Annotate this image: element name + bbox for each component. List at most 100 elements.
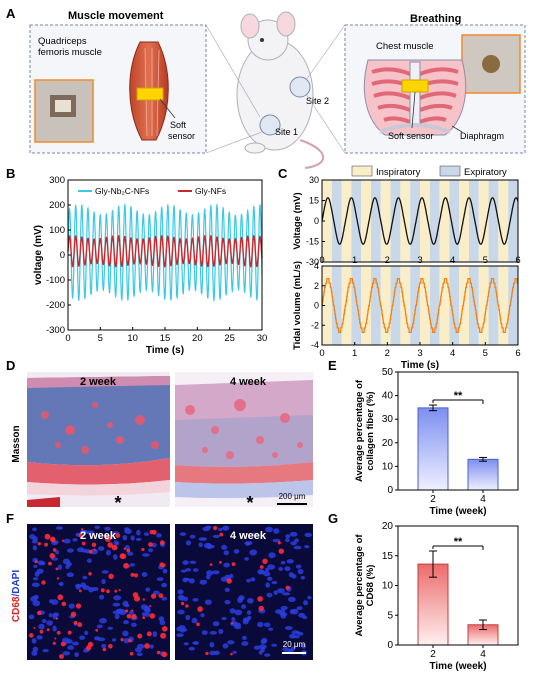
dapi-nucleus (74, 652, 79, 658)
dapi-nucleus (289, 634, 297, 639)
y-tick-label-c-top: 0 (314, 216, 319, 226)
cd68-signal (37, 542, 41, 546)
dapi-nucleus (280, 561, 286, 565)
cd68-signal (144, 643, 151, 649)
dapi-nucleus (303, 600, 309, 606)
dapi-nucleus (307, 595, 312, 600)
breathing-title: Breathing (410, 13, 461, 25)
dapi-nucleus (136, 529, 141, 536)
dapi-nucleus (114, 613, 120, 620)
dapi-nucleus (257, 569, 265, 575)
x-tick-label: 2 (430, 494, 436, 505)
dapi-nucleus (205, 525, 212, 529)
dapi-nucleus (250, 577, 256, 582)
y-tick-label-b: -100 (46, 275, 65, 286)
cd68-signal (119, 553, 126, 559)
x-tick-label-c: 5 (483, 348, 488, 359)
scale-bar-f-label: 20 μm (283, 640, 306, 649)
cd68-signal (132, 592, 139, 598)
dapi-nucleus (284, 626, 293, 630)
dapi-nucleus (179, 628, 185, 633)
cd68-signal (258, 605, 264, 612)
dapi-nucleus (31, 650, 38, 656)
dapi-nucleus (140, 604, 148, 610)
cd68-signal (55, 567, 59, 571)
phase-band-bottom (390, 266, 401, 345)
panel-e: E 2 4 ** 0 10 20 30 40 50 Time (week) Average perc… (328, 358, 519, 517)
dapi-nucleus (42, 649, 49, 653)
dapi-nucleus (289, 531, 298, 537)
cd68-signal (156, 650, 161, 655)
dapi-nucleus (112, 638, 117, 642)
chest-muscle-label: Chest muscle (376, 41, 434, 52)
cd68-signal (93, 548, 96, 551)
site-1-label: Site 1 (275, 127, 298, 137)
legend-swatch-c (439, 165, 461, 177)
dapi-nucleus (260, 639, 267, 645)
panel-letter-d: D (6, 358, 15, 373)
dapi-nucleus (122, 630, 129, 637)
y-tick-label-c-top: 30 (309, 175, 319, 185)
cd68-signal (259, 565, 264, 569)
cd68-signal (77, 622, 83, 628)
phase-band-top (488, 180, 499, 262)
dapi-nucleus (271, 580, 278, 585)
dapi-nucleus (223, 550, 229, 556)
dapi-nucleus (304, 532, 313, 538)
dapi-nucleus (104, 526, 111, 531)
dapi-nucleus (198, 542, 203, 547)
legend-swatch-c (351, 165, 373, 177)
dapi-nucleus (289, 609, 295, 615)
dapi-nucleus (57, 564, 63, 570)
y-tick-label: 0 (387, 485, 393, 496)
y-tick-label: 0 (387, 640, 393, 651)
dapi-nucleus (188, 646, 195, 651)
y-axis-label-line1: Average percentage of (354, 534, 365, 637)
x-tick-label-c: 0 (319, 348, 324, 359)
dapi-nucleus (234, 609, 243, 616)
dapi-nucleus (124, 528, 132, 535)
y-axis-label-line2: collagen fiber (%) (365, 391, 376, 470)
diaphragm-label: Diaphragm (460, 131, 504, 141)
dapi-nucleus (161, 596, 167, 601)
dapi-nucleus (131, 622, 137, 627)
cd68-signal (81, 528, 84, 531)
cd68-signal (130, 572, 135, 577)
dapi-nucleus (233, 549, 240, 554)
panel-f: F CD68/DAPI 2 week 4 week 20 μm (6, 511, 313, 660)
phase-band-top (371, 180, 381, 262)
dapi-nucleus (277, 588, 285, 594)
dapi-nucleus (82, 575, 88, 580)
x-tick-label-c-top: 3 (417, 255, 422, 266)
phase-band-bottom (459, 266, 469, 345)
soft-sensor-chest (401, 79, 429, 93)
dapi-nucleus (38, 623, 45, 630)
quadriceps-label-line2: femoris muscle (38, 47, 102, 58)
panel-letter-e: E (328, 358, 337, 373)
cd68-signal (108, 573, 114, 579)
cd68-signal (231, 562, 236, 567)
cd68-signal (100, 588, 105, 593)
cd68-signal (73, 620, 78, 625)
y-tick-label: 40 (382, 391, 394, 402)
x-tick-label-b: 25 (224, 333, 235, 344)
panel-d: D Masson 2 week * (6, 358, 313, 513)
cd68-signal (123, 562, 129, 569)
voltage-line (321, 197, 519, 245)
plot-frame (397, 371, 519, 491)
cd68-signal (262, 558, 268, 565)
phase-band-bottom (380, 266, 391, 345)
y-axis-label-c-bottom: Tidal volume (mL/s) (292, 261, 303, 350)
dapi-nucleus (152, 631, 157, 638)
dapi-nucleus (48, 613, 53, 618)
dapi-nucleus (176, 633, 184, 637)
chart-e: 2 4 ** 0 10 20 30 40 50 Time (week) Average percen… (354, 367, 519, 517)
dapi-nucleus (177, 589, 184, 595)
asterisk-2-week: * (114, 493, 121, 513)
phase-band-bottom (400, 266, 411, 345)
dapi-nucleus (209, 631, 217, 635)
cd68-signal (209, 563, 213, 566)
dapi-nucleus (52, 612, 60, 617)
dapi-nucleus (118, 609, 127, 616)
